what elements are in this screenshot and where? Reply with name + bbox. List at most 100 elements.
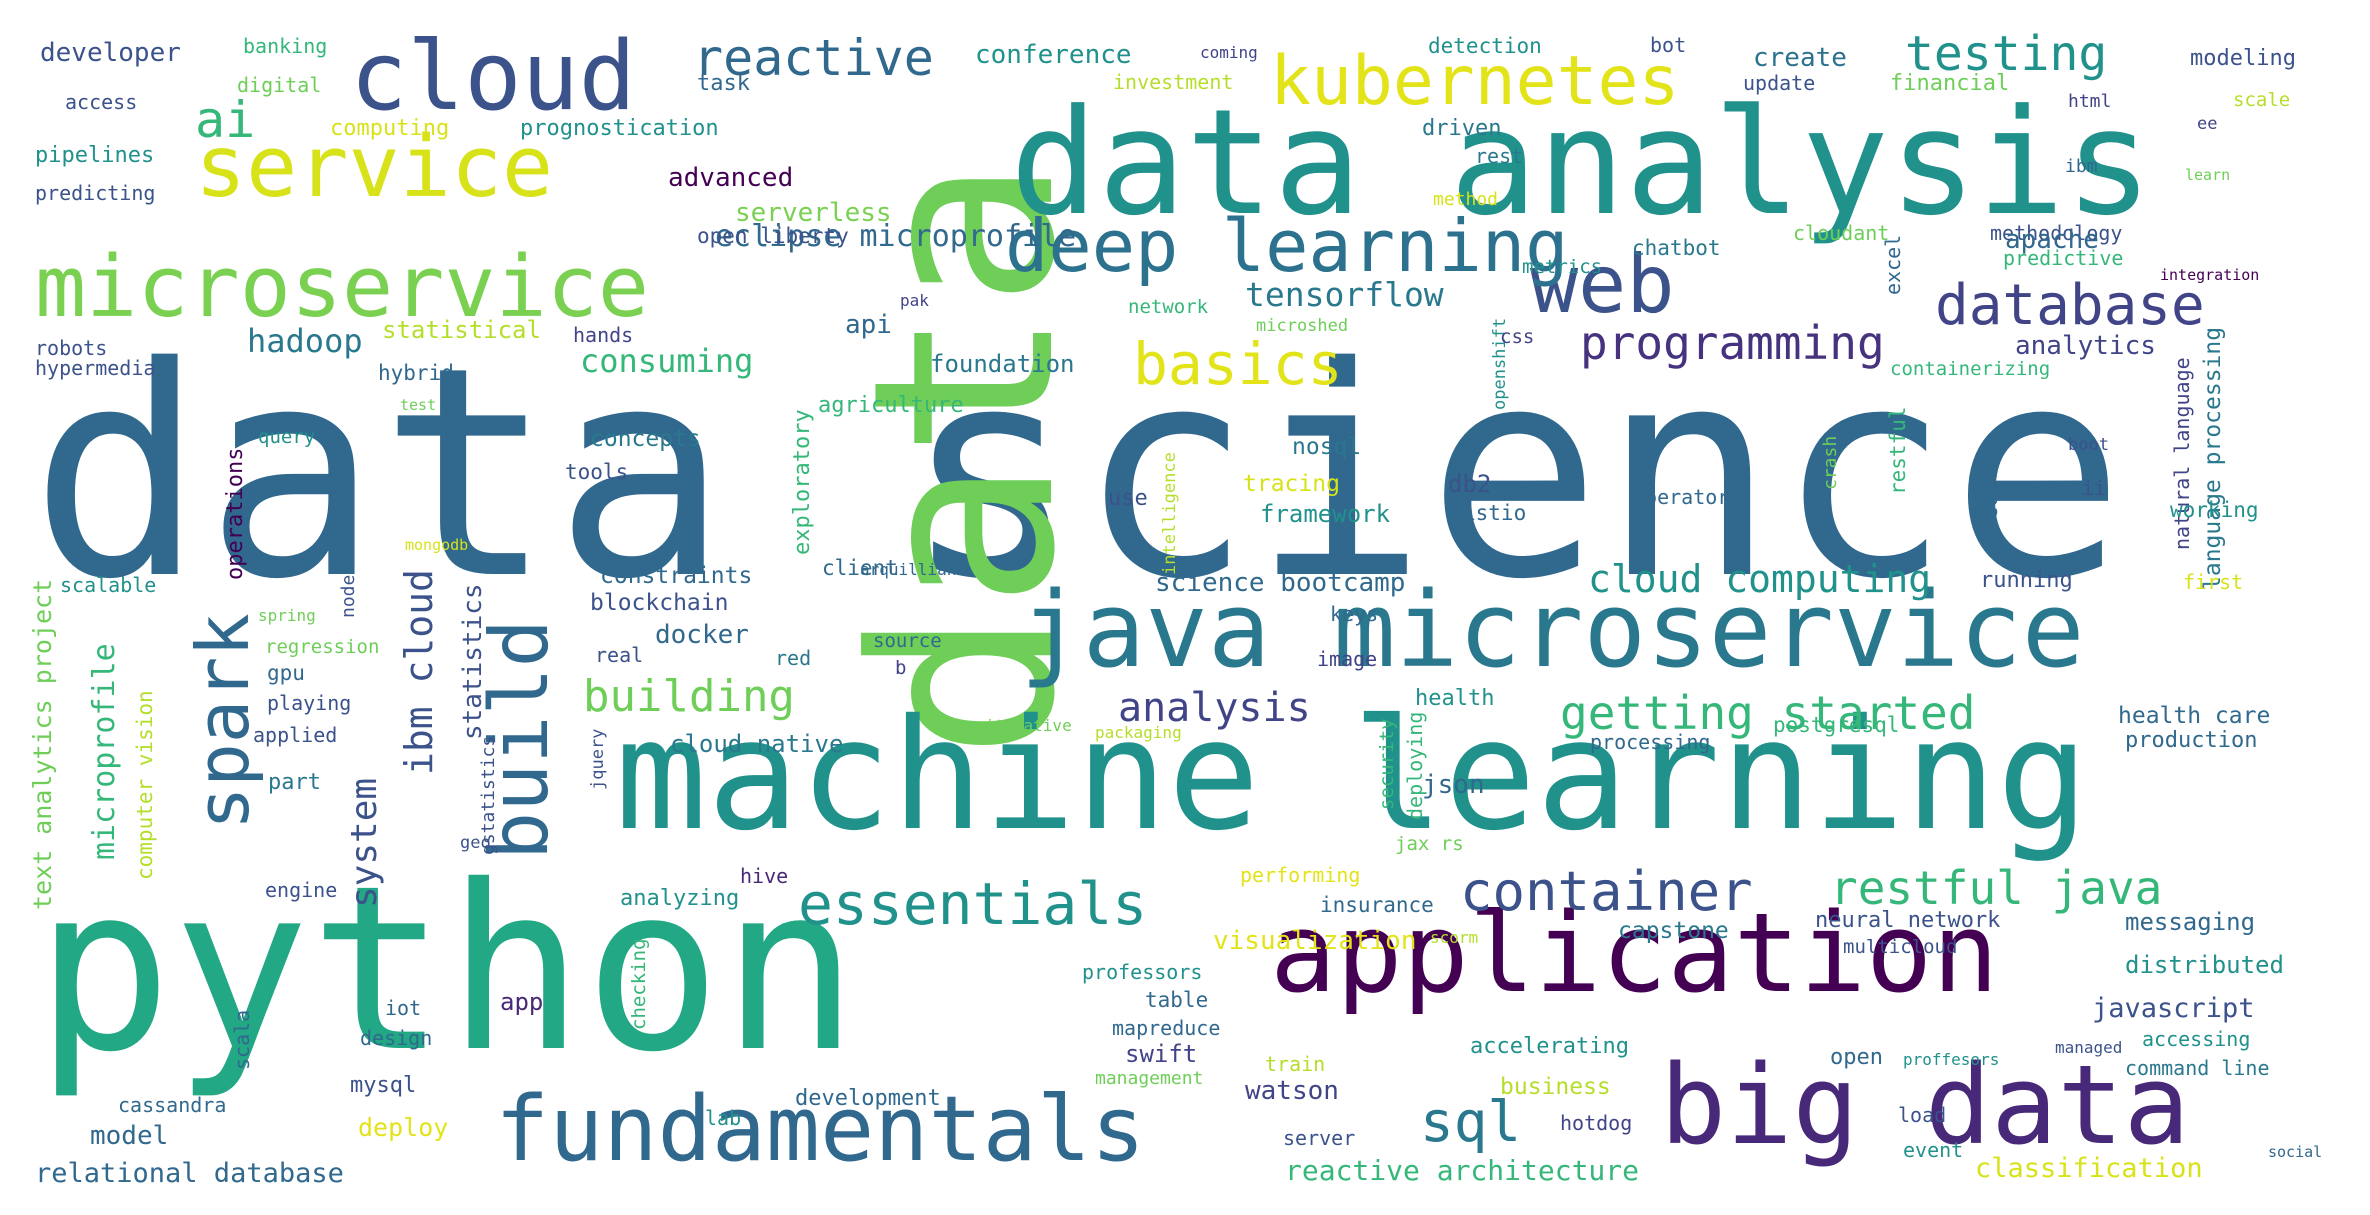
word-business: business: [1500, 1074, 1611, 1100]
word-event: event: [1903, 1138, 1964, 1162]
word-managed: managed: [2055, 1038, 2123, 1057]
word-playing: playing: [267, 691, 352, 715]
word-open-liberty: open liberty: [697, 224, 849, 248]
word-multicloud: multicloud: [1843, 936, 1958, 958]
word-developer: developer: [40, 38, 181, 68]
word-html: html: [2068, 91, 2112, 112]
word-messaging: messaging: [2125, 908, 2256, 936]
word-performing: performing: [1240, 863, 1361, 887]
word-network: network: [1128, 296, 1209, 318]
word-banking: banking: [243, 34, 328, 58]
word-course: course: [1978, 440, 2003, 520]
word-basics: basics: [1133, 330, 1343, 398]
word-statistical: statistical: [382, 316, 541, 344]
word-create: create: [1753, 43, 1847, 73]
word-cloud-native: cloud native: [670, 730, 844, 758]
word-hands: hands: [573, 323, 634, 347]
word-service: service: [195, 118, 554, 217]
word-machine-learning: machine learning: [615, 687, 2089, 865]
word-microservice: microservice: [35, 238, 650, 337]
word-restful-java: restful java: [1830, 861, 2163, 915]
word-access: access: [65, 90, 138, 114]
word-watson: watson: [1245, 1076, 1339, 1106]
word-essentials: essentials: [798, 870, 1148, 938]
word-jquery: jquery: [588, 728, 608, 790]
word-apache: apache: [2005, 225, 2099, 255]
word-rest: rest: [1475, 144, 1524, 168]
word-iot: iot: [385, 996, 422, 1020]
word-tensorflow: tensorflow: [1245, 275, 1444, 314]
word-mapreduce: mapreduce: [1112, 1016, 1221, 1040]
word-integration: integration: [2160, 266, 2260, 284]
word-scale: scale: [2233, 89, 2291, 111]
word-use: use: [1108, 486, 1148, 511]
word-predicting: predicting: [35, 181, 156, 205]
word-processing: processing: [1590, 730, 1711, 754]
word-part: part: [268, 770, 321, 795]
word-python: python: [35, 836, 859, 1102]
word-framework: framework: [1260, 500, 1391, 528]
word-pipelines: pipelines: [35, 143, 155, 168]
word-mysql: mysql: [350, 1073, 417, 1098]
word-pak: pak: [900, 291, 929, 310]
word-sql: sql: [1420, 1090, 1522, 1155]
word-chatbot: chatbot: [1632, 236, 1721, 260]
word-database: database: [1935, 273, 2205, 338]
word-distributed: distributed: [2125, 951, 2284, 979]
word-health-care: health care: [2118, 703, 2271, 729]
word-proffesors: proffesors: [1903, 1050, 2000, 1069]
word-spark: spark: [181, 613, 265, 830]
word-ibm-cloud: ibm cloud: [397, 569, 441, 775]
word-conference: conference: [975, 40, 1132, 70]
word-scalable: scalable: [60, 573, 157, 597]
word-agriculture: agriculture: [818, 393, 964, 418]
word-modeling: modeling: [2190, 46, 2296, 71]
word-learn: learn: [2185, 166, 2231, 184]
word-data-analysis: data analysis: [1010, 78, 2153, 248]
word-prognostication: prognostication: [520, 116, 719, 141]
word-client: client: [822, 556, 898, 580]
word-packaging: packaging: [1095, 723, 1182, 742]
word-building: building: [583, 671, 795, 722]
word-deploying: deploying: [1403, 711, 1427, 820]
word-insurance: insurance: [1320, 893, 1434, 917]
word-applied: applied: [253, 723, 338, 747]
word-analyzing: analyzing: [620, 886, 740, 911]
word-microprofile: microprofile: [87, 643, 122, 860]
word-development: development: [795, 1086, 941, 1111]
word-capstone: capstone: [1618, 918, 1729, 944]
word-swift: swift: [1125, 1040, 1198, 1068]
word-data-science: data science: [30, 306, 2126, 643]
word-microshed: microshed: [1256, 316, 1349, 336]
word-deep-learning: deep learning: [1005, 204, 1569, 288]
word-operator: operator: [1633, 485, 1730, 509]
word-application: application: [1270, 889, 1999, 1017]
word-image: image: [1317, 647, 1378, 671]
word-container: container: [1460, 860, 1753, 923]
word-arquillian: arquillian: [860, 560, 957, 579]
word-computing: computing: [330, 116, 450, 141]
word-ai: ai: [195, 91, 256, 149]
word-security: security: [1376, 718, 1398, 810]
word-containerizing: containerizing: [1890, 358, 2051, 380]
word-running: running: [1980, 568, 2073, 593]
word-cloud: cloud: [350, 22, 636, 132]
word-open: open: [1830, 1045, 1883, 1070]
word-accelerating: accelerating: [1470, 1034, 1629, 1059]
word-lab: lab: [705, 1106, 742, 1130]
word-server: server: [1283, 1126, 1356, 1150]
word-science-bootcamp: science bootcamp: [1155, 568, 1406, 598]
word-ii: ii: [2082, 476, 2107, 500]
word-java-microservice: java microservice: [1020, 569, 2085, 691]
word-concepts: concepts: [590, 426, 701, 452]
word-scorm: scorm: [1430, 928, 1479, 947]
word-operations: operations: [223, 447, 248, 580]
word-javascript: javascript: [2092, 993, 2255, 1024]
word-excel: excel: [1881, 234, 1905, 295]
word-gpu: gpu: [267, 661, 305, 685]
word-foundation: foundation: [930, 350, 1075, 378]
word-gstatistics: gstatistics: [478, 735, 499, 855]
word-postgresql: postgresql: [1773, 713, 1900, 737]
word-coming: coming: [1200, 43, 1258, 62]
